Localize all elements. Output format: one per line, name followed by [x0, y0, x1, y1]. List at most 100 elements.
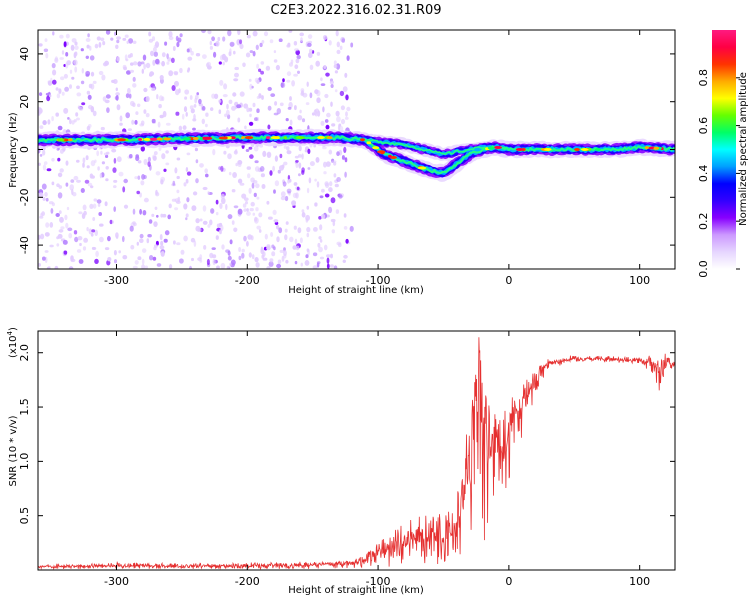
spectrogram-noise-speck	[280, 196, 286, 201]
spectrogram-noise-speck	[147, 156, 151, 163]
spectrogram-noise-speck	[229, 41, 235, 47]
spectrogram-noise-speck	[331, 123, 336, 127]
spectrogram-noise-speck	[171, 85, 176, 91]
spectrogram-noise-speck	[40, 233, 45, 240]
spectrogram-noise-speck	[215, 199, 219, 205]
snr-x-tick-label: 0	[505, 575, 512, 588]
spectrogram-hotspot	[574, 148, 580, 151]
spectrogram-noise-speck	[242, 203, 247, 208]
spectrogram-noise-speck	[97, 203, 101, 207]
snr-marks	[38, 337, 675, 570]
spectrogram-noise-speck	[246, 208, 249, 212]
spectrogram-noise-speck	[60, 76, 65, 81]
spectrogram-noise-speck	[335, 63, 341, 70]
spectrogram-noise-speck	[343, 254, 348, 259]
spectrogram-noise-speck	[301, 118, 306, 123]
spectrogram-noise-speck	[150, 50, 154, 57]
spectrogram-noise-speck	[92, 110, 97, 117]
spectrogram-noise-speck	[43, 48, 49, 53]
spectrogram-noise-speck	[190, 108, 195, 114]
spectrogram-noise-speck	[63, 73, 68, 79]
spectrogram-noise-speck	[81, 68, 85, 74]
spectrogram-noise-speck	[90, 175, 95, 179]
spectrogram-noise-speck	[175, 89, 180, 96]
spectrogram-y-ticks: -40 -20 0 20 40	[18, 47, 675, 254]
spectrogram-noise-speck	[38, 43, 43, 47]
spectrogram-noise-speck	[246, 211, 251, 216]
spectrogram-noise-speck	[245, 201, 248, 205]
spectrogram-noise-speck	[139, 233, 144, 239]
spectrogram-noise-speck	[238, 255, 242, 261]
spectrogram-noise-speck	[61, 50, 65, 55]
spectrogram-noise-speck	[143, 63, 146, 70]
spectrogram-noise-speck	[273, 189, 276, 194]
spectrogram-noise-speck	[84, 179, 90, 184]
spectrogram-noise-speck	[58, 210, 62, 215]
spectrogram-noise-speck	[245, 149, 250, 152]
spectrogram-noise-speck	[286, 71, 292, 77]
spectrogram-noise-speck	[186, 152, 191, 156]
spectrogram-noise-speck	[71, 188, 74, 195]
spectrogram-noise-speck	[321, 214, 326, 219]
spectrogram-noise-speck	[222, 61, 225, 66]
spectrogram-hotspot	[202, 136, 211, 140]
spectrogram-noise-speck	[343, 146, 347, 153]
spectrogram-hotspot	[644, 146, 649, 150]
spectrogram-noise-speck	[65, 160, 69, 166]
spectrogram-noise-speck	[64, 86, 69, 92]
spectrogram-noise-speck	[272, 209, 277, 215]
spectrogram-noise-speck	[66, 206, 70, 211]
spectrogram-noise-speck	[105, 151, 110, 155]
spectrogram-noise-speck	[47, 266, 51, 269]
colorbar-tick-label: 0.8	[697, 69, 710, 87]
spectrogram-noise-speck	[69, 184, 74, 191]
spectrogram-noise-speck	[104, 201, 108, 207]
spectrogram-noise-speck	[113, 179, 118, 183]
spectrogram-noise-speck	[205, 112, 209, 117]
spectrogram-noise-speck	[73, 175, 79, 181]
spectrogram-noise-speck	[41, 183, 47, 190]
spectrogram-noise-speck	[215, 235, 219, 240]
spectrogram-noise-speck	[189, 265, 192, 269]
spectrogram-noise-speck	[226, 103, 229, 110]
spectrogram-noise-speck	[309, 64, 314, 71]
spectrogram-noise-speck	[124, 34, 129, 38]
spectrogram-noise-speck	[149, 71, 155, 76]
spectrogram-noise-speck	[64, 214, 68, 221]
spectrogram-noise-speck	[254, 257, 259, 263]
spectrogram-noise-speck	[326, 254, 331, 258]
spectrogram-noise-speck	[155, 171, 161, 176]
spectrogram-noise-speck	[97, 166, 100, 171]
spectrogram-noise-speck	[132, 265, 138, 269]
spectrogram-noise-speck	[172, 180, 176, 186]
spectrogram-noise-speck	[294, 260, 298, 265]
spectrogram-noise-speck	[249, 83, 253, 90]
spectrogram-noise-speck	[324, 119, 329, 123]
spectrogram-noise-speck	[90, 160, 96, 167]
spectrogram-noise-speck	[85, 73, 90, 77]
spectrogram-noise-speck	[269, 170, 273, 176]
spectrogram-noise-speck	[116, 39, 120, 44]
spectrogram-noise-speck	[248, 121, 254, 126]
spectrogram-noise-speck	[344, 72, 348, 78]
spectrogram-noise-speck	[128, 38, 134, 44]
spectrogram-noise-speck	[342, 86, 348, 92]
spectrogram-noise-speck	[249, 50, 254, 54]
spectrogram-noise-speck	[110, 37, 114, 41]
spectrogram-x-tick-label: -300	[104, 274, 129, 287]
spectrogram-noise-speck	[148, 219, 153, 224]
spectrogram-noise-speck	[297, 227, 302, 234]
spectrogram-noise-speck	[139, 123, 144, 127]
spectrogram-noise-speck	[69, 69, 73, 74]
spectrogram-noise-speck	[328, 187, 333, 193]
spectrogram-noise-speck	[236, 104, 242, 109]
spectrogram-noise-speck	[296, 55, 301, 60]
spectrogram-noise-speck	[251, 182, 255, 189]
spectrogram-noise-speck	[294, 105, 297, 111]
spectrogram-noise-speck	[137, 103, 141, 108]
spectrogram-hotspot	[388, 154, 392, 158]
spectrogram-noise-speck	[176, 242, 181, 246]
spectrogram-noise-speck	[51, 202, 56, 207]
spectrogram-noise-speck	[152, 59, 156, 66]
spectrogram-noise-speck	[168, 203, 172, 209]
